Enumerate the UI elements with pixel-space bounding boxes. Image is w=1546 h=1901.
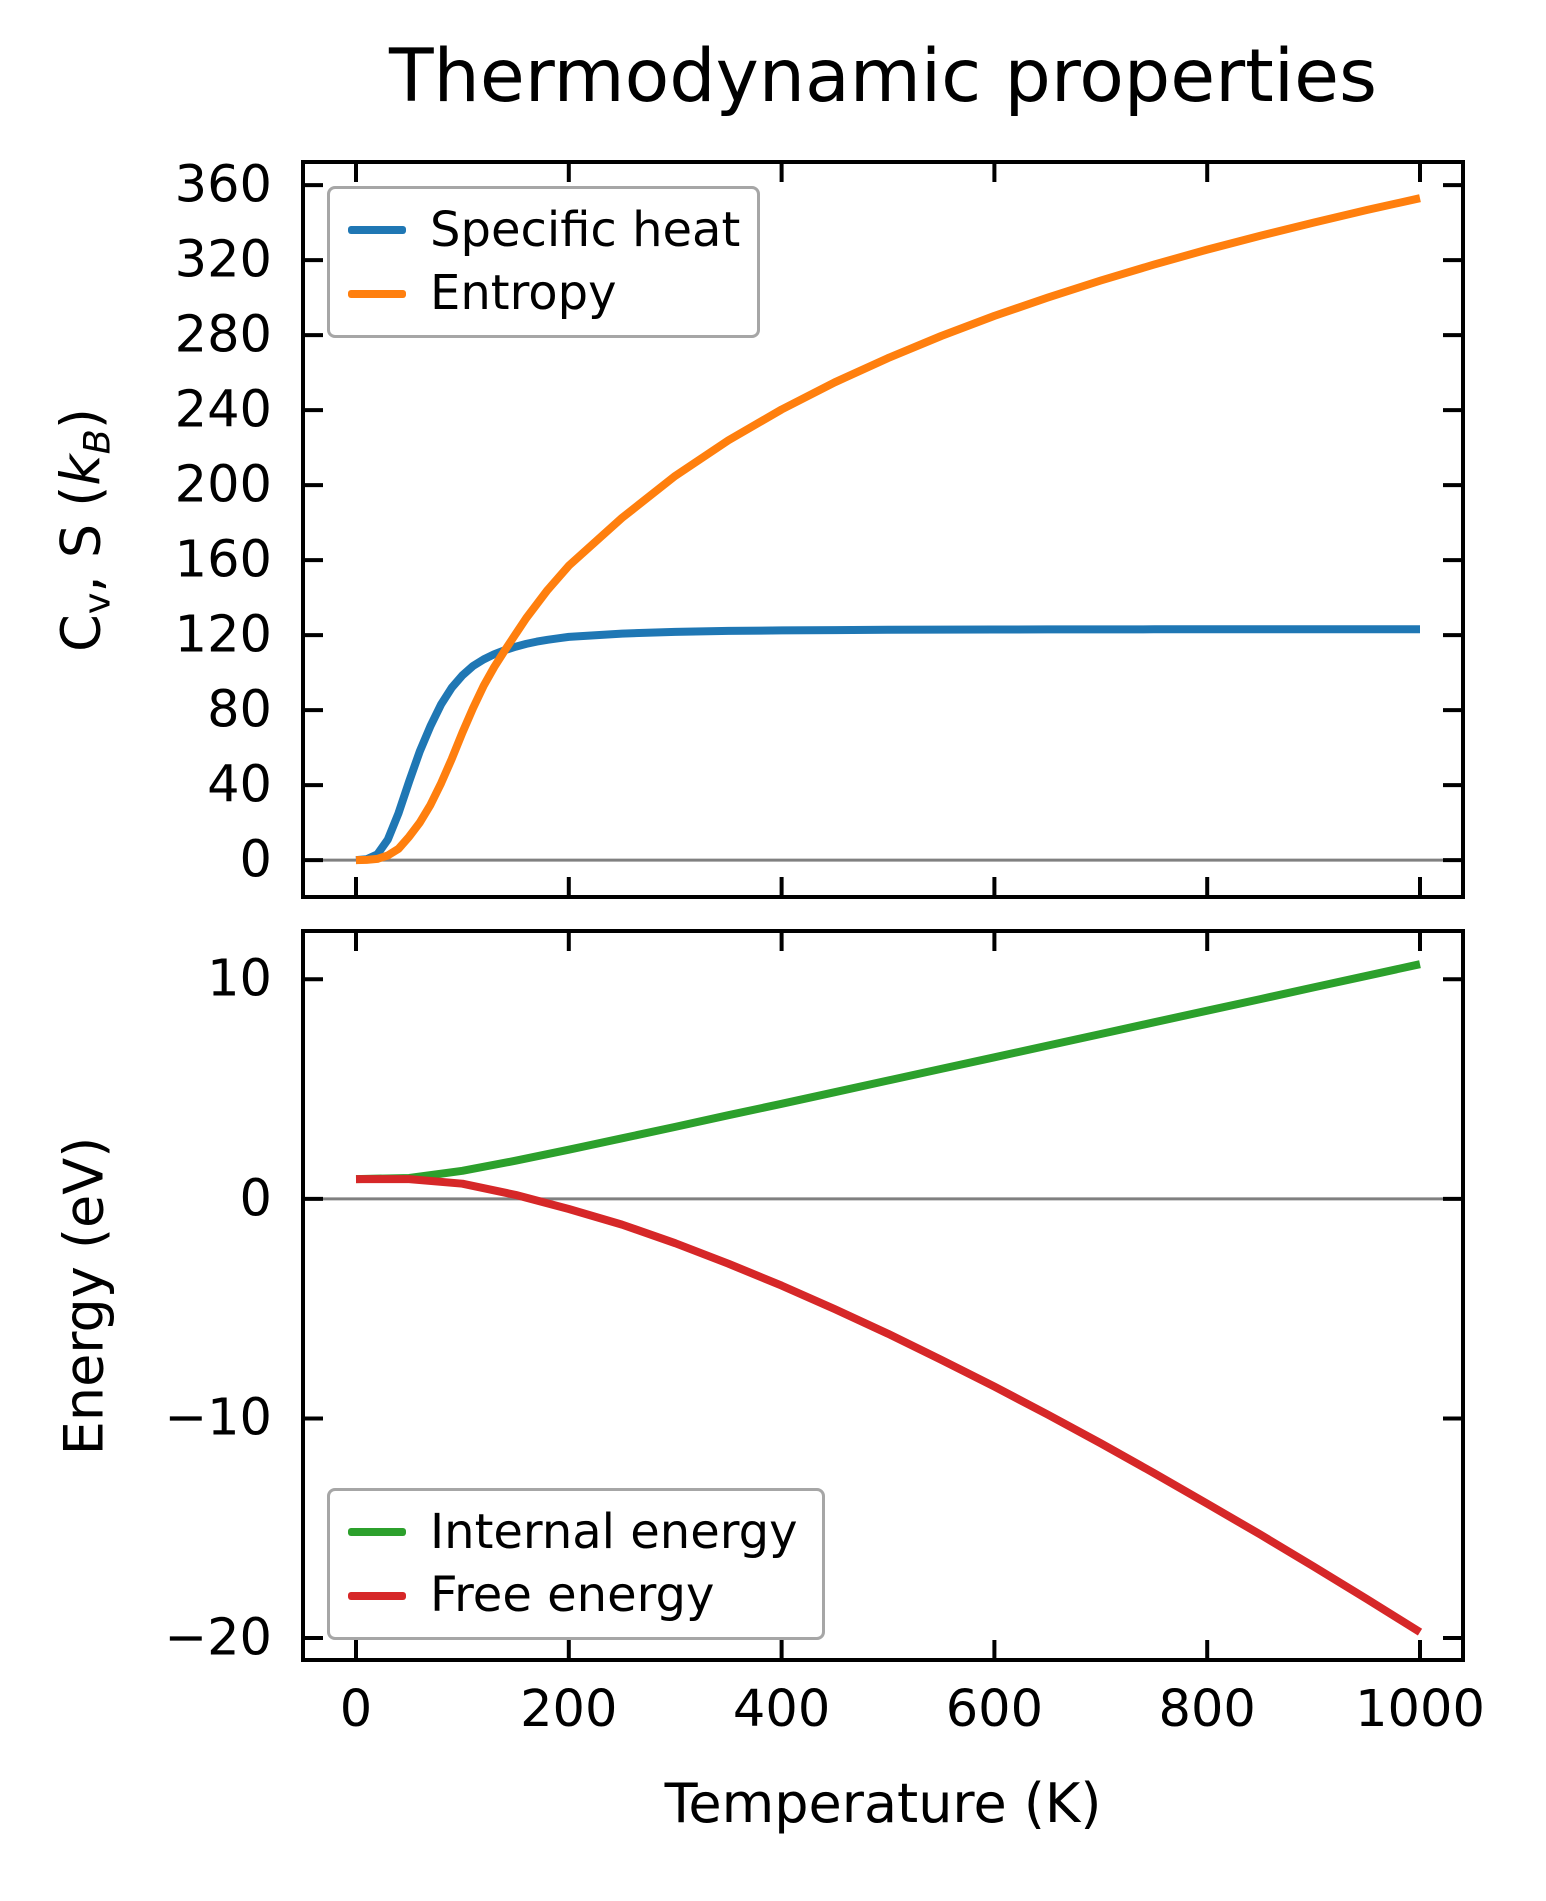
entropy-curve — [355, 194, 1421, 865]
specific-heat-legend-label: Specific heat — [430, 201, 741, 258]
top-y-axis-label-part: v — [75, 592, 119, 615]
top-y-axis-label-part: k — [49, 454, 113, 486]
x-tick-label: 200 — [520, 1680, 618, 1739]
y-tick-label: −20 — [164, 1608, 272, 1668]
legend-item-specific-heat: Specific heat — [348, 201, 741, 258]
x-tick-label: 800 — [1158, 1680, 1256, 1739]
y-tick-label: 360 — [174, 155, 272, 215]
y-tick-label: 0 — [239, 830, 272, 890]
y-tick-label: 320 — [174, 230, 272, 290]
top-y-axis-label-part: C — [49, 614, 113, 652]
y-tick-label: 80 — [207, 680, 272, 740]
x-tick-label: 1000 — [1355, 1680, 1485, 1739]
x-tick-label: 0 — [339, 1680, 373, 1739]
y-tick-label: 240 — [174, 380, 272, 440]
y-tick-label: −10 — [164, 1388, 272, 1448]
entropy-legend-line — [348, 289, 406, 298]
y-tick-label: 280 — [174, 305, 272, 365]
free-energy-legend-label: Free energy — [430, 1567, 715, 1624]
specific-heat-legend-line — [348, 226, 406, 235]
top-legend: Specific heat Entropy — [327, 186, 760, 338]
bottom-legend: Internal energy Free energy — [327, 1488, 825, 1640]
top-y-axis-label-part: B — [75, 429, 119, 455]
y-tick-label: 40 — [207, 755, 272, 815]
bottom-plot — [301, 929, 1465, 1662]
top-plot — [301, 160, 1465, 899]
internal-energy-curve — [355, 960, 1421, 1184]
x-axis-label: Temperature (K) — [664, 1772, 1102, 1835]
y-tick-label: 200 — [174, 455, 272, 515]
legend-item-internal-energy: Internal energy — [348, 1503, 804, 1560]
legend-item-entropy: Entropy — [348, 267, 739, 320]
axes-spines — [301, 929, 1465, 1662]
y-tick-label: 10 — [207, 949, 272, 1009]
top-y-axis-label-part: ) — [49, 408, 113, 430]
x-tick-label: 600 — [945, 1680, 1044, 1739]
free-energy-legend-line — [348, 1591, 406, 1600]
top-y-axis-label-part: , S ( — [49, 485, 113, 593]
x-tick-label: 400 — [732, 1680, 831, 1739]
y-tick-label: 0 — [239, 1169, 272, 1229]
internal-energy-legend-line — [348, 1528, 406, 1537]
top-y-axis-label: Cv, S (kB) — [49, 408, 118, 652]
y-tick-label: 120 — [174, 605, 272, 665]
axes-spines — [301, 160, 1465, 899]
legend-item-free-energy: Free energy — [348, 1569, 804, 1622]
bottom-y-axis-label: Energy (eV) — [52, 1136, 116, 1456]
y-tick-label: 160 — [174, 530, 272, 590]
entropy-legend-label: Entropy — [430, 265, 617, 322]
chart-title: Thermodynamic properties — [388, 34, 1378, 119]
free-energy-curve — [356, 1175, 1423, 1636]
internal-energy-legend-label: Internal energy — [430, 1503, 798, 1560]
specific-heat-curve — [355, 625, 1420, 865]
